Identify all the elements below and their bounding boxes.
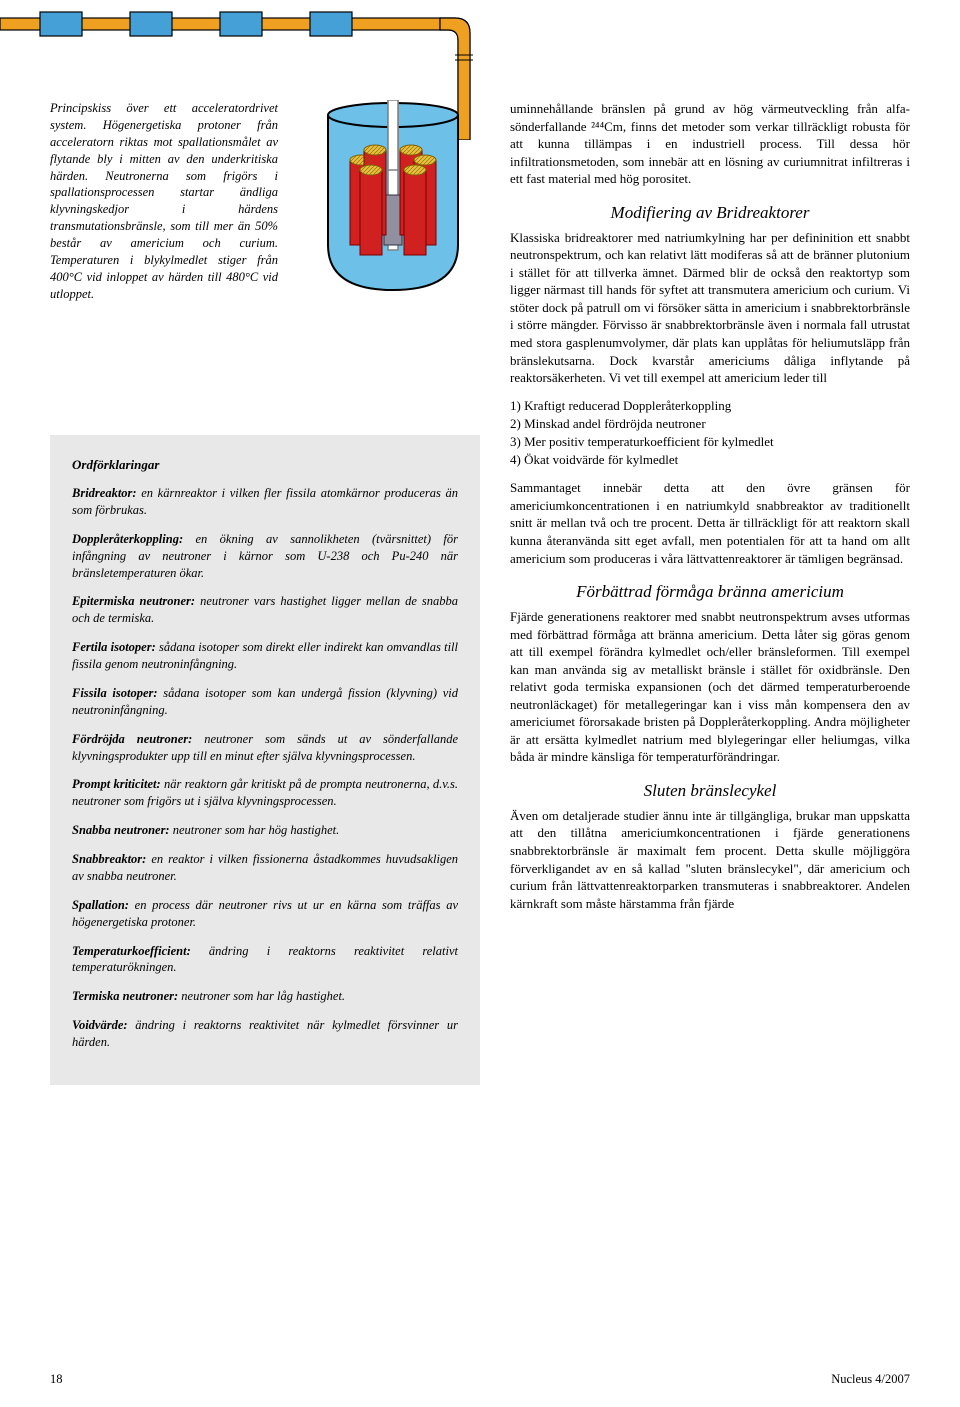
glossary-term: Voidvärde: [72,1018,128,1032]
glossary-box: Ordförklaringar Bridreaktor: en kärnreak… [50,435,480,1085]
page-number: 18 [50,1372,63,1387]
section-heading: Sluten bränslecykel [510,780,910,803]
footer-right: Nucleus 4/2007 [831,1372,910,1387]
glossary-term: Bridreaktor: [72,486,137,500]
glossary-item: Snabbreaktor: en reaktor i vilken fissio… [72,851,458,885]
body-paragraph: Sammantaget innebär detta att den övre g… [510,479,910,567]
glossary-term: Prompt kriticitet: [72,777,161,791]
glossary-item: Fördröjda neutroner: neutroner som sänds… [72,731,458,765]
glossary-item: Prompt kriticitet: när reaktorn går krit… [72,776,458,810]
glossary-definition: ändring i reaktorns reaktivitet när kylm… [72,1018,458,1049]
glossary-item: Bridreaktor: en kärnreaktor i vilken fle… [72,485,458,519]
glossary-item: Epitermiska neutroner: neutroner vars ha… [72,593,458,627]
list-item: 1) Kraftigt reducerad Doppleråterkopplin… [510,397,910,415]
section-heading: Modifiering av Bridreaktorer [510,202,910,225]
glossary-term: Snabbreaktor: [72,852,146,866]
body-paragraph: Klassiska bridreaktorer med natriumkylni… [510,229,910,387]
glossary-definition: neutroner som har låg hastighet. [178,989,345,1003]
glossary-term: Snabba neutroner: [72,823,170,837]
glossary-term: Epitermiska neutroner: [72,594,195,608]
glossary-title: Ordförklaringar [72,457,458,473]
figure-caption: Principskiss över ett acceleratordrivet … [50,100,290,303]
glossary-term: Fissila isotoper: [72,686,158,700]
glossary-item: Fissila isotoper: sådana isotoper som ka… [72,685,458,719]
right-column: uminnehållande bränslen på grund av hög … [510,100,910,1085]
glossary-term: Temperaturkoefficient: [72,944,191,958]
glossary-definition: neutroner som har hög hastighet. [170,823,340,837]
glossary-term: Doppleråterkoppling: [72,532,183,546]
numbered-list: 1) Kraftigt reducerad Doppleråterkopplin… [510,397,910,470]
list-item: 2) Minskad andel fördröjda neutroner [510,415,910,433]
body-paragraph: Fjärde generationens reaktorer med snabb… [510,608,910,766]
glossary-item: Termiska neutroner: neutroner som har lå… [72,988,458,1005]
glossary-term: Fertila isotoper: [72,640,156,654]
glossary-item: Spallation: en process där neutroner riv… [72,897,458,931]
glossary-term: Fördröjda neutroner: [72,732,192,746]
left-column: Principskiss över ett acceleratordrivet … [50,100,480,1085]
glossary-item: Temperaturkoefficient: ändring i reaktor… [72,943,458,977]
list-item: 3) Mer positiv temperaturkoefficient för… [510,433,910,451]
glossary-item: Fertila isotoper: sådana isotoper som di… [72,639,458,673]
reactor-diagram [308,100,478,300]
section-heading: Förbättrad förmåga bränna americium [510,581,910,604]
list-item: 4) Ökat voidvärde för kylmedlet [510,451,910,469]
glossary-definition: en process där neutroner rivs ut ur en k… [72,898,458,929]
glossary-item: Doppleråterkoppling: en ökning av sannol… [72,531,458,582]
intro-paragraph: uminnehållande bränslen på grund av hög … [510,100,910,188]
body-paragraph: Även om detaljerade studier ännu inte är… [510,807,910,912]
glossary-item: Snabba neutroner: neutroner som har hög … [72,822,458,839]
glossary-term: Spallation: [72,898,129,912]
glossary-item: Voidvärde: ändring i reaktorns reaktivit… [72,1017,458,1051]
glossary-term: Termiska neutroner: [72,989,178,1003]
